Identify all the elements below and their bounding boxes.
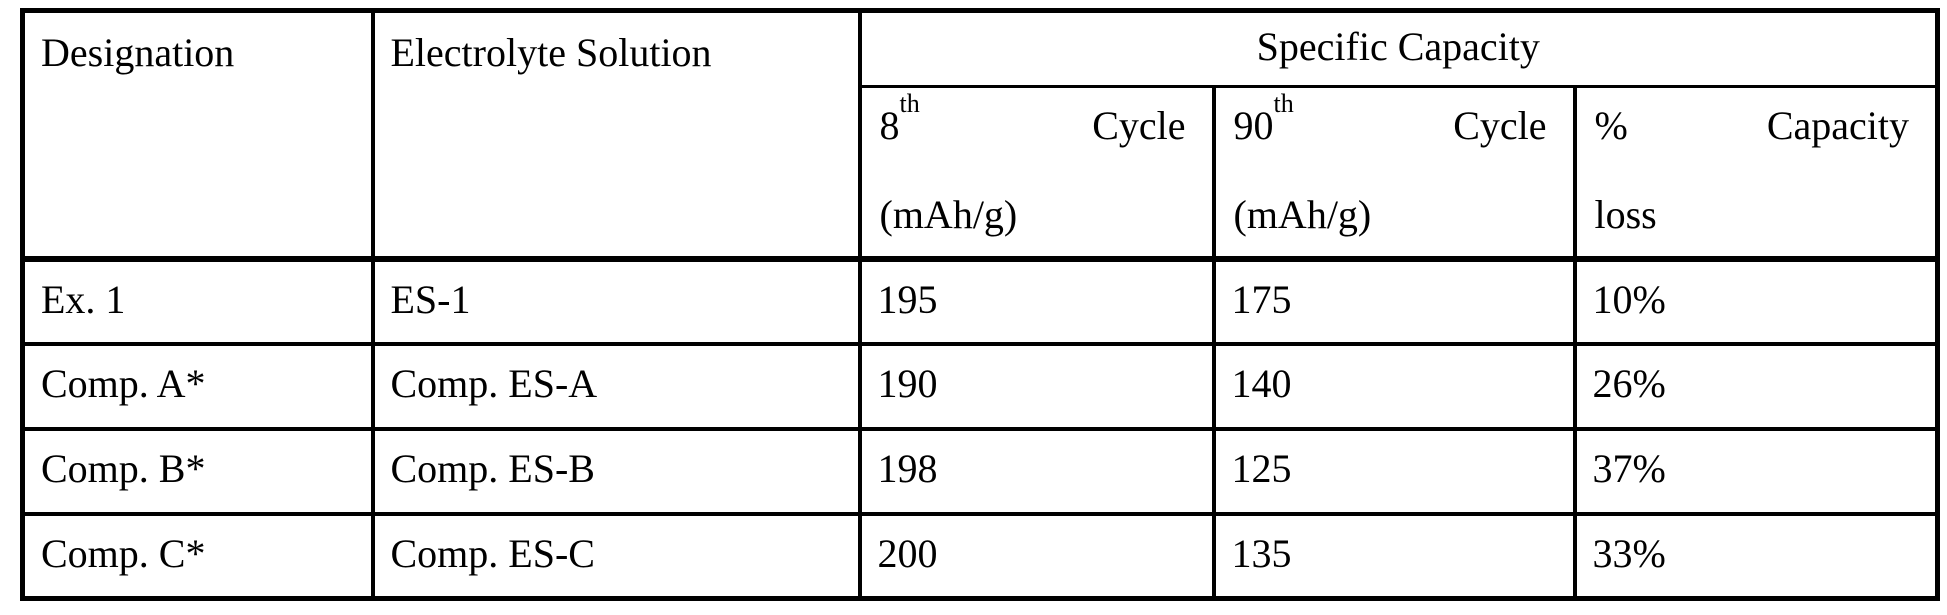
percent-sign: % xyxy=(1594,103,1628,148)
cell-capacity-loss: 33% xyxy=(1572,511,1938,599)
cell-designation: Comp. B* xyxy=(22,426,373,514)
cycle8-word: Cycle xyxy=(1092,103,1186,148)
cycle90-number: 90th xyxy=(1233,88,1294,148)
col-header-designation: Designation xyxy=(41,30,235,75)
cell-cycle8: 200 xyxy=(857,511,1214,599)
cell-designation: Comp. C* xyxy=(22,511,373,599)
cell-electrolyte: ES-1 xyxy=(370,255,860,344)
cycle8-line1: 8th Cycle xyxy=(879,88,1186,149)
cell-capacity-loss: 37% xyxy=(1572,426,1938,514)
cell-cycle8: 190 xyxy=(857,341,1214,429)
col-header-electrolyte-solution: Electrolyte Solution xyxy=(370,10,860,259)
col-header-capacity-loss: % Capacity loss xyxy=(1572,86,1938,259)
cycle90-unit: (mAh/g) xyxy=(1233,192,1372,237)
cell-cycle8: 198 xyxy=(857,426,1214,514)
cycle90-ordinal: th xyxy=(1273,88,1294,118)
cycle8-unit: (mAh/g) xyxy=(879,192,1018,237)
cell-cycle90: 135 xyxy=(1211,511,1575,599)
results-table: Designation Electrolyte Solution Specifi… xyxy=(20,8,1941,601)
header-row-top: Designation Electrolyte Solution Specifi… xyxy=(23,10,1938,259)
col-header-specific-capacity: Specific Capacity xyxy=(857,10,1938,88)
capacity-word: Capacity xyxy=(1766,103,1910,148)
cycle90-word: Cycle xyxy=(1453,103,1547,148)
table-row: Comp. A* Comp. ES-A 190 140 26% xyxy=(22,341,1938,429)
cell-designation: Ex. 1 xyxy=(22,255,373,344)
cell-designation: Comp. A* xyxy=(22,341,373,429)
cell-capacity-loss: 26% xyxy=(1572,341,1938,429)
col-header-cycle90: 90th Cycle (mAh/g) xyxy=(1211,86,1575,259)
cell-cycle90: 175 xyxy=(1211,255,1575,344)
capacity-loss-line1: % Capacity xyxy=(1595,102,1910,149)
col-header-cycle8: 8th Cycle (mAh/g) xyxy=(857,86,1214,259)
table-row: Comp. C* Comp. ES-C 200 135 33% xyxy=(22,511,1938,599)
cycle90-line1: 90th Cycle xyxy=(1233,88,1547,149)
table-row: Comp. B* Comp. ES-B 198 125 37% xyxy=(22,426,1938,514)
cell-electrolyte: Comp. ES-B xyxy=(370,426,860,514)
cell-cycle90: 140 xyxy=(1211,341,1575,429)
cell-cycle90: 125 xyxy=(1211,426,1575,514)
cycle8-number: 8th xyxy=(879,88,920,148)
cell-electrolyte: Comp. ES-A xyxy=(370,341,860,429)
cycle8-ordinal: th xyxy=(899,88,920,118)
loss-word: loss xyxy=(1594,192,1657,237)
cell-electrolyte: Comp. ES-C xyxy=(370,511,860,599)
cell-capacity-loss: 10% xyxy=(1572,255,1938,344)
header-row-sub: 8th Cycle (mAh/g) 90th Cycle (mAh/g) % C… xyxy=(23,86,1938,259)
cell-cycle8: 195 xyxy=(857,255,1214,344)
table-row: Ex. 1 ES-1 195 175 10% xyxy=(22,255,1938,344)
